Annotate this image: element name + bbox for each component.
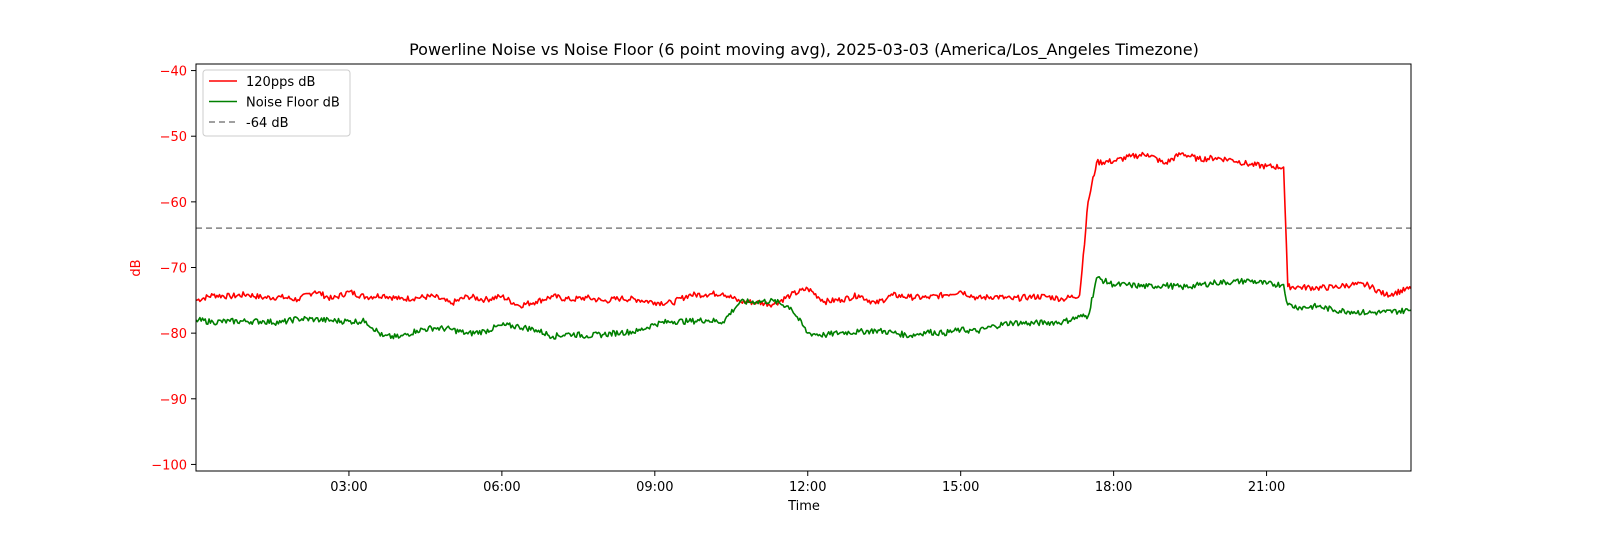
legend-label: Noise Floor dB (246, 96, 340, 111)
x-tick-label: 03:00 (330, 480, 367, 495)
x-tick-label: 21:00 (1248, 480, 1285, 495)
legend-label: 120pps dB (246, 75, 315, 90)
x-tick-label: 15:00 (942, 480, 979, 495)
x-axis-label: Time (787, 499, 820, 514)
y-tick-label: −60 (160, 196, 187, 211)
legend-box (202, 69, 351, 137)
legend: 120pps dB Noise Floor dB -64 dB (202, 69, 351, 137)
chart-title: Powerline Noise vs Noise Floor (6 point … (409, 40, 1199, 60)
y-tick-label: −80 (160, 327, 187, 342)
y-axis: −40 −50 −60 −70 −80 −90 −100 (151, 65, 196, 473)
x-tick-label: 06:00 (483, 480, 520, 495)
y-tick-label: −100 (151, 458, 187, 473)
series-line-noise-floor (195, 276, 1412, 340)
y-tick-label: −70 (160, 262, 187, 277)
y-axis-label: dB (129, 259, 144, 276)
y-tick-label: −90 (160, 393, 187, 408)
x-axis: 03:00 06:00 09:00 12:00 15:00 18:00 21:00 (330, 471, 1285, 495)
x-tick-label: 09:00 (636, 480, 673, 495)
plot-frame (195, 63, 1412, 472)
y-tick-label: −40 (160, 65, 187, 80)
series-line-powerline (195, 151, 1412, 309)
x-tick-label: 18:00 (1095, 480, 1132, 495)
plot-area (195, 63, 1412, 472)
legend-label: -64 dB (246, 116, 289, 131)
y-tick-label: −50 (160, 130, 187, 145)
series-layer (195, 151, 1412, 340)
x-tick-label: 12:00 (789, 480, 826, 495)
